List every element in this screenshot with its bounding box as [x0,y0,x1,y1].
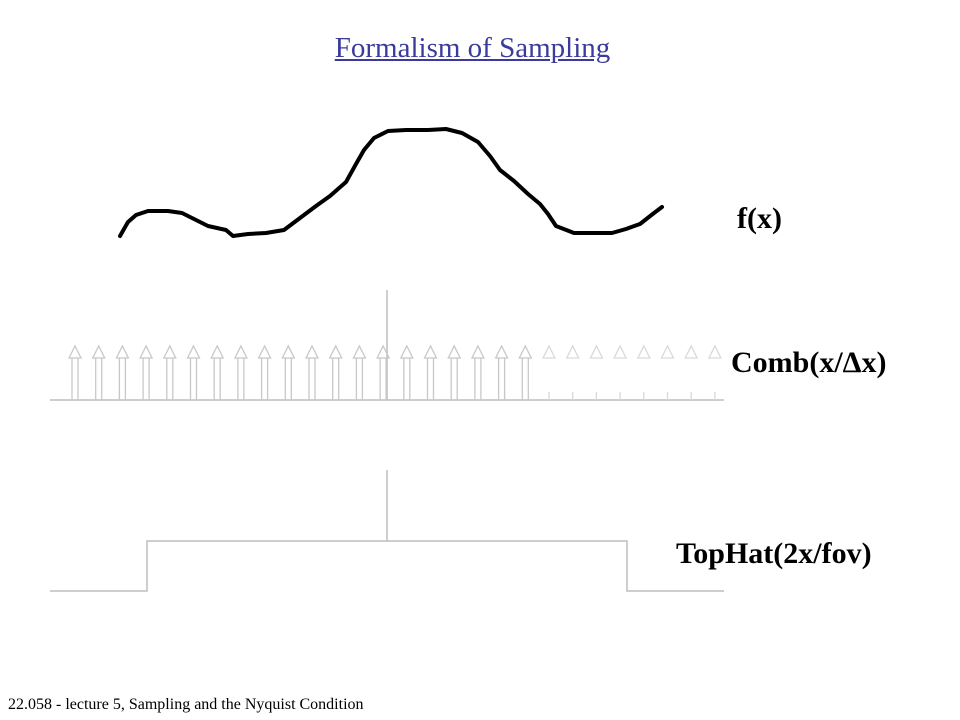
comb-tooth [470,344,485,400]
slide-title: Formalism of Sampling [334,32,611,64]
footer-text: 22.058 - lecture 5, Sampling and the Nyq… [8,696,364,713]
comb-tooth [67,344,83,400]
comb-tooth [186,344,201,400]
comb-tooth [589,344,604,400]
comb-tooth [660,344,675,400]
comb-tooth [281,344,296,400]
comb-teeth [67,344,722,400]
comb-tooth [328,344,343,400]
comb-tooth [399,344,414,400]
comb-tooth [707,344,722,400]
tophat-label: TopHat(2x/fov) [676,537,872,570]
function-curve [118,127,664,238]
comb-tooth [304,344,320,400]
comb-tooth [352,344,367,400]
comb-tooth [518,344,533,400]
comb-label: Comb(x/Δx) [731,346,887,379]
function-label: f(x) [737,202,782,235]
comb-tooth [684,344,699,400]
comb-tooth [565,344,580,400]
comb-tooth [139,344,154,400]
comb-tooth [162,344,177,400]
comb-tooth [376,344,391,400]
comb-tooth [115,344,130,400]
comb-tooth [257,344,272,400]
comb-tooth [494,344,509,400]
comb-tooth [613,344,628,400]
comb-tooth [91,344,106,400]
comb-tooth [423,344,438,400]
comb-tooth [541,344,557,400]
comb-tooth [233,344,248,400]
comb-tooth [210,344,225,400]
comb-tooth [636,344,651,400]
comb-tooth [447,344,462,400]
tophat-function [50,540,724,592]
